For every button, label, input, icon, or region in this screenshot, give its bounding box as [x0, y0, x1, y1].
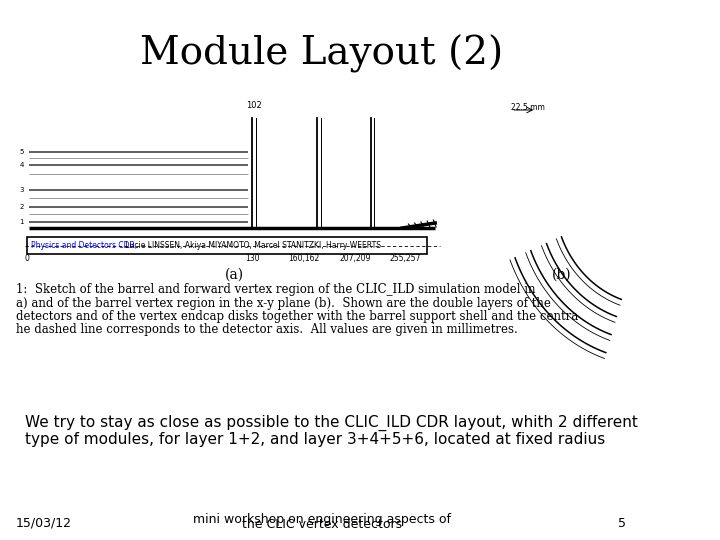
Text: 4: 4: [19, 162, 24, 168]
Text: 2: 2: [19, 204, 24, 210]
Text: 1: 1: [19, 219, 24, 225]
Text: type of modules, for layer 1+2, and layer 3+4+5+6, located at fixed radius: type of modules, for layer 1+2, and laye…: [25, 432, 606, 447]
Text: 5: 5: [19, 149, 24, 155]
Bar: [27, 237, 427, 254]
Text: 22.5 mm: 22.5 mm: [511, 103, 545, 112]
Text: 160,162: 160,162: [288, 254, 320, 263]
Text: 0: 0: [24, 254, 30, 263]
Text: 15/03/12: 15/03/12: [16, 517, 72, 530]
Text: a) and of the barrel vertex region in the x-y plane (b).  Shown are the double l: a) and of the barrel vertex region in th…: [16, 296, 551, 309]
Text: 130: 130: [245, 254, 259, 263]
Text: (b): (b): [552, 268, 571, 282]
Text: mini workshop on engineering aspects of: mini workshop on engineering aspects of: [193, 513, 451, 526]
Text: 1:  Sketch of the barrel and forward vertex region of the CLIC_ILD simulation mo: 1: Sketch of the barrel and forward vert…: [16, 283, 536, 296]
Text: detectors and of the vertex endcap disks together with the barrel support shell : detectors and of the vertex endcap disks…: [16, 310, 578, 323]
Text: 207,209: 207,209: [340, 254, 372, 263]
Text: (a): (a): [225, 268, 243, 282]
Text: 5: 5: [618, 517, 626, 530]
Text: 102: 102: [246, 101, 261, 110]
Text: Module Layout (2): Module Layout (2): [140, 35, 503, 73]
Text: Physics and Detectors CDR,: Physics and Detectors CDR,: [31, 241, 138, 250]
Text: 3: 3: [19, 187, 24, 193]
Text: We try to stay as close as possible to the CLIC_ILD CDR layout, whith 2 differen: We try to stay as close as possible to t…: [25, 415, 638, 431]
Text: the CLIC vertex detectors: the CLIC vertex detectors: [242, 518, 402, 531]
Text: 255,257: 255,257: [389, 254, 420, 263]
Text: Lucie LINSSEN, Akiya MIYAMOTO, Marcel STANITZKI, Harry WEERTS: Lucie LINSSEN, Akiya MIYAMOTO, Marcel ST…: [123, 241, 382, 250]
Text: he dashed line corresponds to the detector axis.  All values are given in millim: he dashed line corresponds to the detect…: [16, 323, 518, 336]
